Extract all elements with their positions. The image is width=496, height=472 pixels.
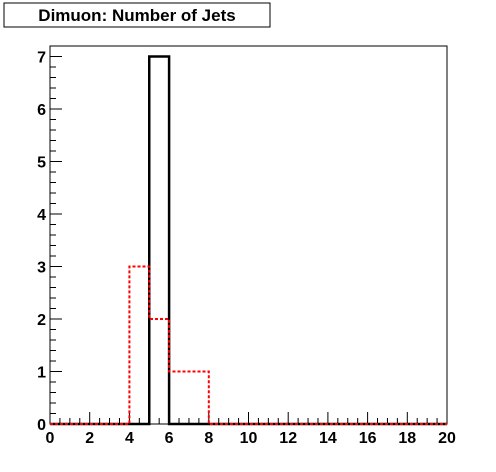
histogram-series-2 [50,265,447,425]
x-tick-label: 12 [279,430,297,447]
y-tick-label: 2 [37,312,46,329]
y-tick-label: 6 [37,102,46,119]
y-tick-label: 1 [37,365,46,382]
histogram-series [50,55,447,426]
x-tick-label: 4 [125,430,134,447]
axis-ticks [49,45,448,425]
y-tick-label: 4 [37,207,46,224]
x-tick-label: 14 [319,430,337,447]
y-tick-label: 7 [37,50,46,67]
y-tick-label: 3 [37,260,46,277]
chart-title-frame [3,2,271,28]
x-tick-label: 2 [85,430,94,447]
chart-title-box: Dimuon: Number of Jets [3,2,271,28]
x-tick-label: 20 [438,430,456,447]
y-tick-label: 5 [37,155,46,172]
x-tick-label: 6 [165,430,174,447]
x-tick-label: 10 [240,430,258,447]
plot-frame [49,45,448,425]
x-tick-label: 16 [359,430,377,447]
x-tick-label: 8 [204,430,213,447]
x-tick-label: 18 [398,430,416,447]
chart-title: Dimuon: Number of Jets [38,6,235,25]
histogram-series-1 [50,55,447,426]
x-tick-label: 0 [46,430,55,447]
y-tick-label: 0 [37,417,46,434]
